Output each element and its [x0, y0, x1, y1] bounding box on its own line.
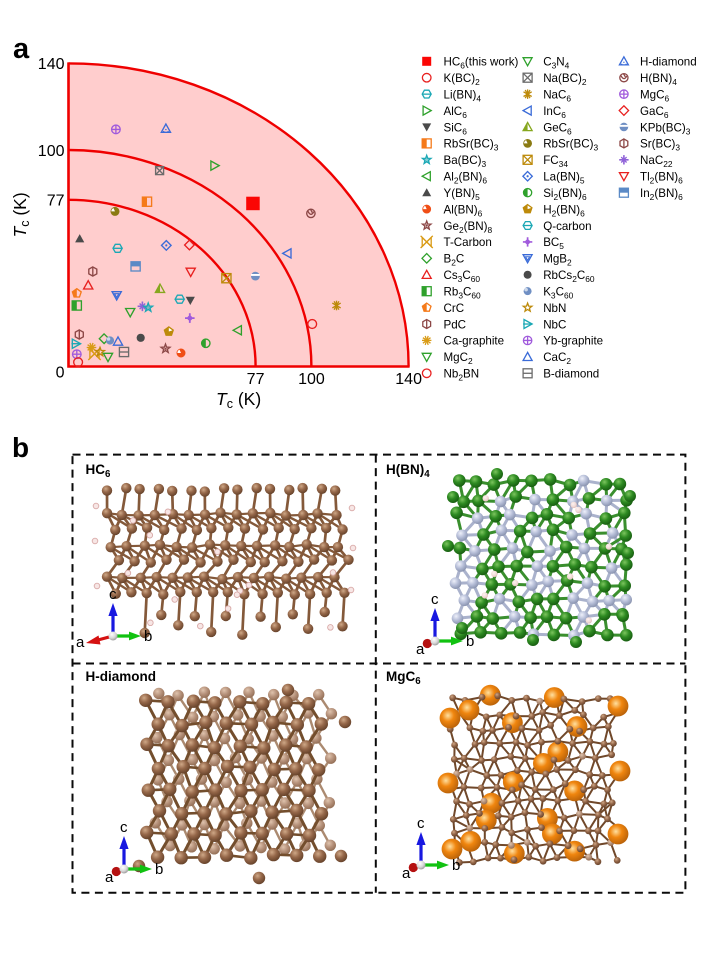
- svg-text:H(BN)4​: H(BN)4​: [640, 72, 677, 87]
- svg-text:0: 0: [56, 365, 65, 382]
- svg-text:Li(BN)4​: Li(BN)4​: [444, 88, 482, 103]
- svg-text:NbC: NbC: [543, 318, 566, 331]
- svg-text:La(BN)5​: La(BN)5​: [543, 171, 585, 186]
- svg-text:140: 140: [38, 56, 65, 73]
- svg-text:Yb-graphite: Yb-graphite: [543, 335, 603, 348]
- svg-text:H-diamond: H-diamond: [86, 669, 157, 684]
- svg-text:Y(BN)5​: Y(BN)5​: [444, 187, 481, 202]
- svg-text:a: a: [13, 33, 30, 65]
- svg-text:c: c: [109, 586, 117, 603]
- svg-text:B-diamond: B-diamond: [543, 368, 599, 381]
- svg-text:c: c: [120, 819, 128, 836]
- svg-text:RbSr(BC)3​: RbSr(BC)3​: [444, 138, 499, 153]
- svg-text:b: b: [466, 633, 474, 650]
- svg-text:Al2​(BN)6​: Al2​(BN)6​: [444, 171, 488, 186]
- svg-text:Q-carbon: Q-carbon: [543, 220, 591, 233]
- svg-text:HC6​(this work): HC6​(this work): [444, 56, 519, 71]
- svg-text:b: b: [144, 628, 152, 645]
- svg-text:Al(BN)6​: Al(BN)6​: [444, 203, 483, 218]
- svg-text:H2​(BN)6​: H2​(BN)6​: [543, 203, 585, 218]
- svg-text:CrC: CrC: [444, 302, 465, 315]
- svg-text:c: c: [431, 591, 439, 608]
- svg-text:In2​(BN)6​: In2​(BN)6​: [640, 187, 683, 202]
- svg-text:NbN: NbN: [543, 302, 566, 315]
- svg-text:Na(BC)2​: Na(BC)2​: [543, 72, 587, 87]
- svg-text:b: b: [452, 857, 460, 874]
- svg-text:a: a: [402, 865, 411, 882]
- svg-text:Ba(BC)3​: Ba(BC)3​: [444, 154, 487, 169]
- svg-text:c: c: [417, 815, 425, 832]
- svg-text:RbSr(BC)3​: RbSr(BC)3​: [543, 138, 598, 153]
- svg-text:b: b: [155, 861, 163, 878]
- svg-text:Ge2​(BN)8​: Ge2​(BN)8​: [444, 220, 493, 235]
- svg-text:Tc (K): Tc (K): [10, 192, 32, 237]
- svg-text:PdC: PdC: [444, 318, 467, 331]
- svg-text:a: a: [76, 634, 85, 651]
- svg-text:a: a: [105, 869, 114, 886]
- svg-text:Sr(BC)3​: Sr(BC)3​: [640, 138, 680, 153]
- svg-text:KPb(BC)3​: KPb(BC)3​: [640, 121, 691, 136]
- svg-text:T-Carbon: T-Carbon: [444, 236, 492, 249]
- svg-text:Ca-graphite: Ca-graphite: [444, 335, 505, 348]
- svg-text:Tc (K): Tc (K): [216, 389, 261, 411]
- svg-text:H-diamond: H-diamond: [640, 56, 697, 69]
- svg-text:100: 100: [298, 371, 325, 388]
- svg-text:77: 77: [47, 193, 65, 210]
- svg-text:a: a: [416, 641, 425, 658]
- svg-text:K(BC)2​: K(BC)2​: [444, 72, 481, 87]
- svg-text:b: b: [12, 432, 29, 463]
- svg-text:100: 100: [38, 143, 65, 160]
- svg-text:77: 77: [247, 371, 265, 388]
- svg-text:Si2​(BN)6​: Si2​(BN)6​: [543, 187, 587, 202]
- svg-text:140: 140: [395, 371, 422, 388]
- svg-text:Tl2​(BN)6​: Tl2​(BN)6​: [640, 171, 683, 186]
